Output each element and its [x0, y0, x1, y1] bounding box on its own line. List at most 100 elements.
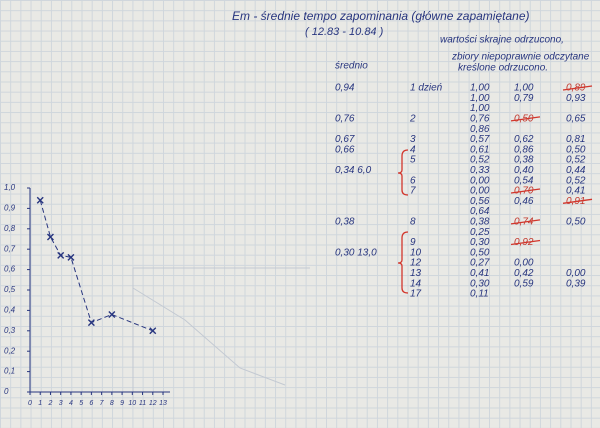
value: 0,93 [566, 93, 586, 104]
point [87, 319, 95, 327]
day: 10 [410, 247, 422, 258]
value: 0,76 [470, 114, 490, 125]
value: 0,86 [470, 124, 490, 135]
x-tick-label: 6 [89, 400, 93, 407]
value: 0,52 [566, 175, 586, 186]
value: 0,00 [514, 258, 534, 269]
faint-sketch [132, 267, 310, 400]
value: 0,41 [566, 186, 585, 197]
y-tick-label: 0,6 [4, 265, 16, 274]
value: 1,00 [470, 103, 490, 114]
value: 0,56 [470, 196, 490, 207]
value: 0,27 [470, 258, 490, 269]
average: 0,34 6,0 [335, 165, 372, 176]
value: 0,40 [514, 165, 534, 176]
value: 0,38 [470, 217, 490, 228]
value: 1,00 [470, 83, 490, 94]
avg-header: średnio [335, 61, 368, 72]
y-tick-label: 0,5 [4, 285, 16, 294]
y-tick-label: 1,0 [4, 183, 16, 192]
average: 0,94 [335, 83, 355, 94]
value: 0,11 [470, 289, 489, 300]
x-tick-label: 0 [28, 400, 32, 407]
day: 17 [410, 289, 422, 300]
x-tick-label: 10 [128, 400, 136, 407]
point [57, 251, 65, 259]
subtitle: ( 12.83 - 10.84 ) [305, 26, 384, 38]
value: 0,00 [470, 186, 490, 197]
strike [510, 239, 541, 246]
axes [29, 188, 170, 393]
note: wartości skrajne odrzucono, [440, 35, 564, 46]
day: 3 [410, 134, 416, 145]
value: 0,50 [470, 247, 490, 258]
value: 0,62 [514, 134, 534, 145]
y-tick-label: 0,7 [4, 244, 16, 253]
value: 0,54 [514, 175, 534, 186]
note: zbiory niepoprawnie odczytane [451, 52, 590, 63]
day: 13 [410, 268, 422, 279]
strike [510, 188, 541, 194]
value: 0,39 [566, 278, 586, 289]
average: 0,30 13,0 [335, 247, 377, 258]
trend-curve [39, 200, 153, 332]
bracket [397, 231, 409, 294]
x-tick-label: 12 [149, 400, 157, 407]
x-tick-label: 3 [59, 400, 63, 407]
note: kreślone odrzucono. [458, 63, 548, 74]
day: 7 [410, 186, 416, 197]
x-tick-label: 9 [120, 400, 124, 407]
value: 0,41 [470, 268, 489, 279]
value: 0,25 [470, 227, 490, 238]
average: 0,67 [335, 134, 355, 145]
strike [562, 198, 593, 204]
value: 0,50 [566, 217, 586, 228]
day: 1 dzień [410, 83, 443, 94]
point [46, 233, 54, 241]
point [149, 327, 157, 335]
title: Em - średnie tempo zapominania (główne z… [232, 9, 530, 23]
point [108, 310, 116, 318]
x-tick-label: 1 [38, 400, 42, 407]
day: 2 [409, 114, 416, 125]
value: 0,50 [566, 144, 586, 155]
value: 1,00 [470, 93, 490, 104]
value: 0,86 [514, 144, 534, 155]
value: 1,00 [514, 83, 534, 94]
y-tick-label: 0,8 [4, 224, 16, 233]
value: 0,81 [566, 134, 585, 145]
day: 4 [410, 144, 416, 155]
value: 0,00 [470, 175, 490, 186]
day: 9 [410, 237, 416, 248]
value: 0,42 [514, 268, 534, 279]
day: 12 [410, 258, 422, 269]
x-tick-label: 7 [100, 400, 105, 407]
y-tick-label: 0,1 [4, 367, 15, 376]
value: 0,38 [514, 155, 534, 166]
value: 0,44 [566, 165, 586, 176]
value: 0,65 [566, 114, 586, 125]
y-tick-label: 0 [4, 387, 9, 396]
day: 8 [410, 217, 416, 228]
value: 0,30 [470, 237, 490, 248]
average: 0,66 [335, 144, 355, 155]
strike [510, 219, 541, 225]
value: 0,79 [514, 93, 534, 104]
value: 0,61 [470, 144, 489, 155]
day: 6 [410, 175, 416, 186]
x-tick-label: 4 [69, 400, 73, 407]
day: 5 [410, 155, 416, 166]
y-tick-label: 0,4 [4, 306, 16, 315]
x-tick-label: 2 [48, 400, 53, 407]
y-tick-label: 0,3 [4, 326, 16, 335]
x-tick-label: 5 [79, 400, 83, 407]
value: 0,57 [470, 134, 490, 145]
x-tick-label: 13 [159, 400, 167, 407]
x-tick-label: 8 [110, 400, 114, 407]
average: 0,76 [335, 114, 355, 125]
strike [510, 116, 541, 122]
value: 0,30 [470, 278, 490, 289]
x-tick-label: 11 [139, 400, 146, 407]
